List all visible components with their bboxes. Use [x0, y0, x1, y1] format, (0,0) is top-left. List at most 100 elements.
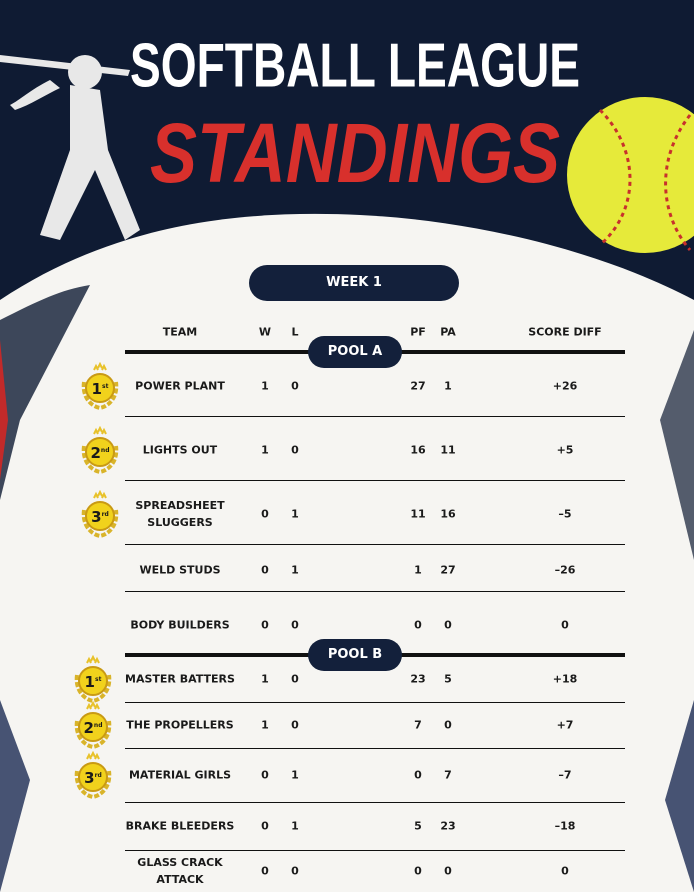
rank-medal [76, 489, 124, 539]
column-header: L [291, 325, 299, 339]
rank-medal [76, 361, 124, 411]
rank: 3 [91, 508, 102, 526]
team-name: THE PROPELLERS [126, 718, 234, 732]
stat: 11 [440, 443, 456, 457]
stat: 1 [444, 379, 452, 393]
rank-suffix: st [101, 383, 109, 390]
rank: 2 [83, 719, 94, 737]
rank-medal [69, 700, 117, 750]
stat: 0 [444, 618, 452, 632]
stat: 1 [291, 507, 299, 521]
stat: 0 [261, 864, 269, 878]
stat: 1 [261, 672, 269, 685]
rank-suffix: rd [101, 511, 109, 518]
stat: 0 [444, 864, 452, 878]
rank-label: 1st [92, 378, 109, 398]
row-rule [125, 416, 625, 417]
stat: –26 [554, 563, 576, 576]
rank-suffix: st [94, 675, 102, 683]
team-name: MASTER BATTERS [125, 672, 235, 685]
row-rule [125, 591, 625, 592]
stat: 23 [410, 672, 426, 685]
stat: 1 [291, 563, 299, 576]
stat: 0 [291, 718, 299, 732]
rank-label: 2nd [90, 442, 109, 462]
team-name: BRAKE BLEEDERS [125, 819, 235, 833]
row-rule [125, 850, 625, 851]
week-pill: WEEK 1 [249, 265, 459, 301]
stat: +7 [556, 718, 574, 732]
column-header: PA [440, 325, 456, 339]
rank-medal [69, 750, 117, 800]
stat: 0 [291, 864, 299, 878]
stat: 1 [261, 379, 269, 393]
team-name: GLASS CRACK ATTACK [137, 856, 223, 886]
stat: 0 [414, 864, 422, 878]
stat: 1 [414, 563, 422, 576]
pool-pill: POOL A [308, 336, 402, 368]
team-name: POWER PLANT [135, 379, 225, 393]
rank-label: 3rd [91, 506, 109, 526]
column-header: TEAM [162, 325, 198, 339]
stat: 0 [561, 864, 569, 878]
stat: +26 [552, 379, 578, 393]
team-name: BODY BUILDERS [130, 618, 230, 632]
stat: –5 [558, 507, 572, 521]
stat: 11 [410, 507, 426, 521]
stat: 5 [414, 819, 422, 833]
team-name: LIGHTS OUT [142, 443, 218, 457]
column-header: W [258, 325, 272, 339]
row-rule [125, 748, 625, 749]
row-rule [125, 544, 625, 545]
stat: 1 [261, 718, 269, 732]
rank: 1 [91, 380, 102, 398]
title: SOFTBALL LEAGUE [130, 31, 580, 100]
row-rule [125, 702, 625, 703]
stat: +5 [556, 443, 574, 457]
stat: 0 [261, 768, 269, 782]
team-name: SPREADSHEET SLUGGERS [135, 499, 225, 529]
subtitle: STANDINGS [150, 106, 560, 200]
stat: 0 [261, 819, 269, 833]
stat: 0 [414, 768, 422, 782]
column-header: SCORE DIFF [528, 325, 602, 339]
stat: 0 [261, 618, 269, 632]
rank-label: 3rd [84, 767, 102, 787]
rank-suffix: nd [93, 722, 103, 729]
stat: 1 [291, 819, 299, 833]
stat: 0 [291, 618, 299, 632]
stat: 0 [291, 672, 299, 685]
stat: 1 [291, 768, 299, 782]
team-name: WELD STUDS [139, 563, 221, 576]
stat: 7 [414, 718, 422, 732]
rank-medal [76, 425, 124, 475]
stat: 27 [410, 379, 426, 393]
stat: +18 [552, 672, 578, 685]
stat: 0 [291, 379, 299, 393]
column-header: PF [410, 325, 426, 339]
rank: 1 [84, 672, 95, 691]
stat: 0 [261, 507, 269, 521]
stat: –18 [554, 819, 576, 833]
row-rule [125, 480, 625, 481]
rank: 3 [84, 769, 95, 787]
stat: 0 [561, 618, 569, 632]
rank-medal [69, 654, 117, 703]
stat: 0 [291, 443, 299, 457]
stat: 1 [261, 443, 269, 457]
rank: 2 [90, 444, 101, 462]
stat: 0 [414, 618, 422, 632]
stat: 5 [444, 672, 452, 685]
stat: –7 [558, 768, 572, 782]
row-rule [125, 802, 625, 803]
rank-label: 2nd [83, 717, 102, 737]
stat: 0 [261, 563, 269, 576]
rank-suffix: nd [100, 447, 110, 454]
rank-suffix: rd [94, 772, 102, 779]
stat: 16 [440, 507, 456, 521]
stat: 0 [444, 718, 452, 732]
team-name: MATERIAL GIRLS [128, 768, 232, 782]
pool-pill: POOL B [308, 639, 402, 671]
